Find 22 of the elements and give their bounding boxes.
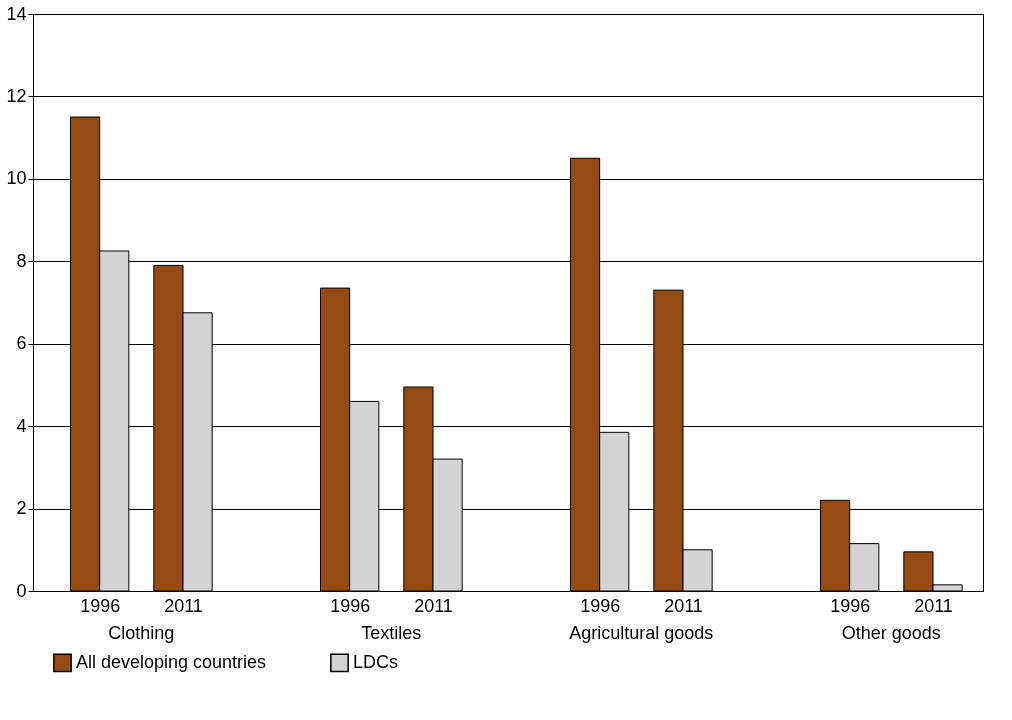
y-tick-label: 6 [16,333,27,354]
x-tick-label: 1996 [830,595,871,616]
x-tick-label: 1996 [80,595,121,616]
text: Agricultural goods [569,623,714,643]
text: Textiles [361,623,422,643]
y-tick-label: 2 [16,498,27,519]
y-tick-label: 8 [16,250,27,271]
text: Clothing [108,623,175,643]
y-tick-label: 4 [16,415,27,436]
x-tick-label: 1996 [330,595,371,616]
legend-label: All developing countries [76,651,267,672]
y-tick-label: 14 [6,3,27,24]
y-tick-label: 10 [6,168,27,189]
x-tick-label: 2011 [664,595,703,616]
x-tick-label: 1996 [580,595,621,616]
x-tick-label: 2011 [164,595,203,616]
y-tick-label: 0 [16,580,27,601]
legend-label: LDCs [353,651,399,672]
x-tick-label: 2011 [914,595,953,616]
y-tick-label: 12 [6,85,27,106]
x-tick-label: 2011 [414,595,453,616]
text: Other goods [841,623,941,643]
